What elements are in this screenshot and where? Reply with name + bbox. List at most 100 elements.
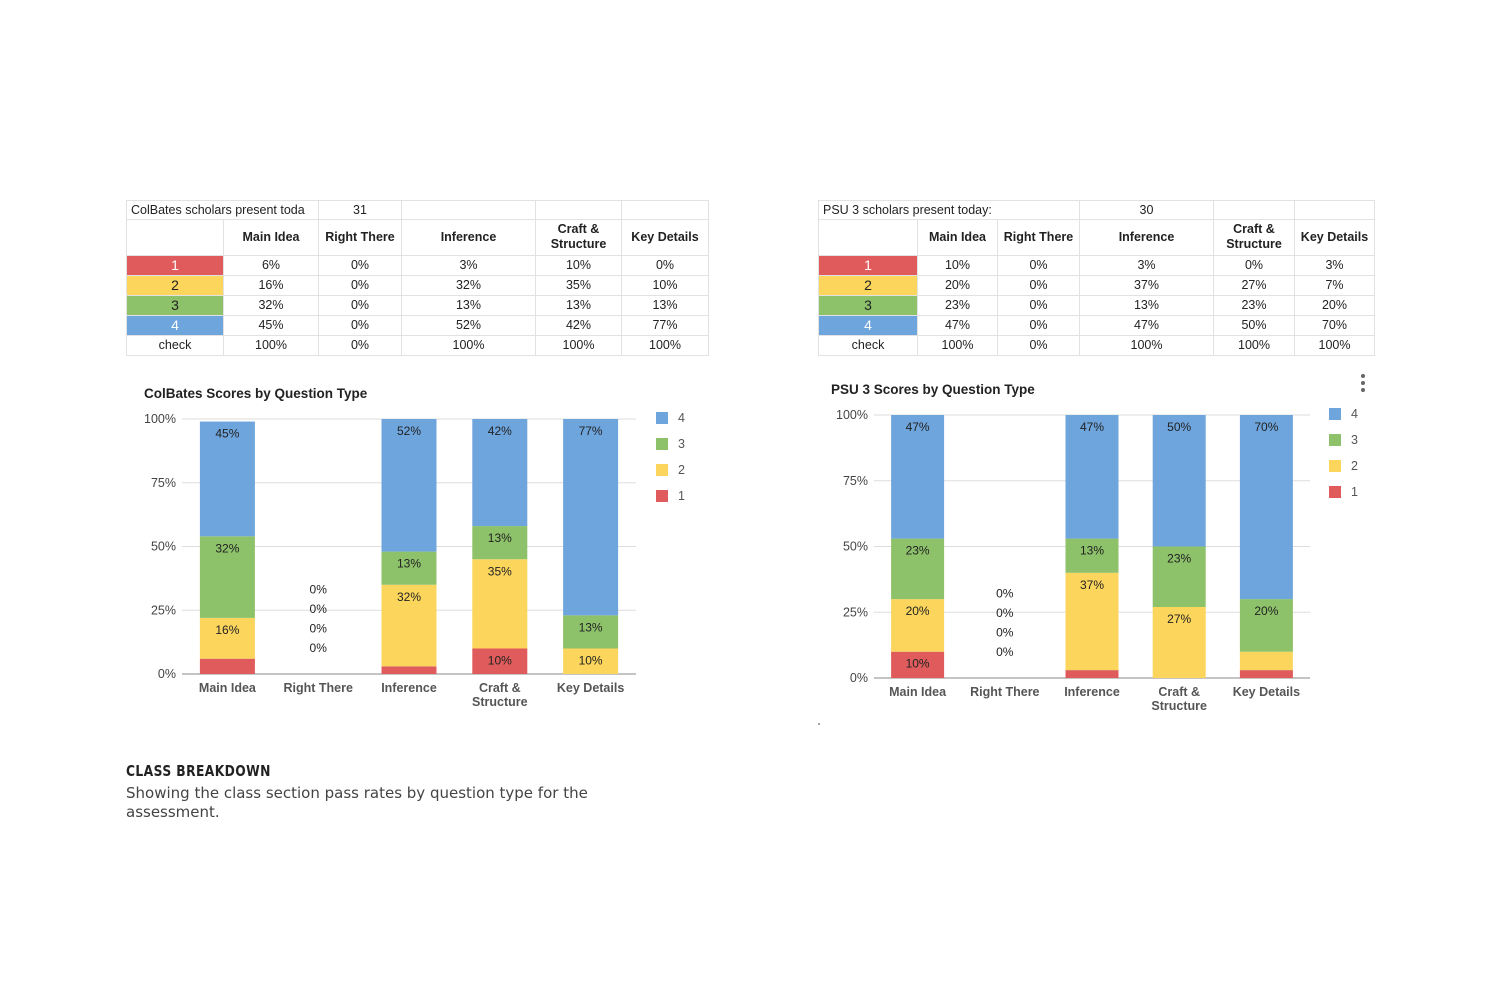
data-label: 23%: [1167, 552, 1191, 566]
psu3-panel: PSU 3 scholars present today: 30 Main Id…: [818, 180, 1378, 730]
bar-segment: [1065, 670, 1119, 678]
legend-swatch: [1329, 434, 1341, 446]
table-cell: 13%: [1079, 294, 1214, 316]
data-label: 0%: [996, 645, 1014, 659]
header-craft-structure: Craft & Structure: [1213, 218, 1295, 256]
y-tick-label: 25%: [151, 603, 176, 617]
table-cell: 3%: [1079, 254, 1214, 276]
data-label: 35%: [488, 564, 512, 578]
data-label: 0%: [996, 626, 1014, 640]
table-cell: 45%: [223, 314, 319, 336]
table-cell: 100%: [621, 334, 709, 356]
table-cell: 3%: [401, 254, 536, 276]
category-label: Main Idea: [199, 681, 257, 695]
bar-segment: [1239, 599, 1293, 652]
data-label: 37%: [1080, 578, 1104, 592]
colbates-panel: ColBates scholars present toda 31 Main I…: [126, 180, 711, 730]
bar-segment: [199, 421, 255, 537]
table-cell: 100%: [535, 334, 622, 356]
bar-segment: [199, 658, 255, 674]
chart-title: PSU 3 Scores by Question Type: [831, 382, 1035, 397]
table-cell: 52%: [401, 314, 536, 336]
bar-segment: [381, 419, 437, 552]
table-cell: 10%: [621, 274, 709, 296]
table-cell: 32%: [223, 294, 319, 316]
data-label: 0%: [996, 587, 1014, 601]
y-tick-label: 50%: [151, 540, 176, 554]
bar-segment: [1239, 651, 1293, 671]
legend-swatch: [1329, 460, 1341, 472]
category-label: Inference: [1064, 685, 1120, 699]
table-cell: 0%: [318, 314, 402, 336]
table-cell: 23%: [1213, 294, 1295, 316]
table-cell: 0%: [997, 314, 1080, 336]
level-4-label: 4: [818, 314, 918, 336]
check-label: check: [818, 334, 918, 356]
legend-label: 2: [678, 463, 685, 477]
table-cell: 10%: [917, 254, 998, 276]
table-cell: 20%: [1294, 294, 1375, 316]
header-inference: Inference: [1079, 218, 1214, 256]
level-2-label: 2: [818, 274, 918, 296]
data-label: 50%: [1167, 420, 1191, 434]
bar-segment: [1239, 670, 1293, 678]
data-label: 20%: [1254, 604, 1278, 618]
bar-segment: [1065, 538, 1119, 573]
header-key-details: Key Details: [1294, 218, 1375, 256]
table-cell: 35%: [535, 274, 622, 296]
more-vert-icon[interactable]: [1358, 372, 1368, 396]
table-cell: 100%: [1294, 334, 1375, 356]
table-cell: 23%: [917, 294, 998, 316]
data-label: 13%: [397, 557, 421, 571]
bar-segment: [563, 648, 619, 674]
header-craft-structure: Craft & Structure: [535, 218, 622, 256]
table-row: 3 32% 0% 13% 13% 13%: [126, 294, 709, 316]
psu3-stacked-bar-chart: PSU 3 Scores by Question Type 0% 25% 50% 75%…: [831, 382, 1358, 713]
data-label: 0%: [310, 602, 328, 616]
category-label: Craft &: [479, 681, 521, 695]
data-label: 47%: [1080, 420, 1104, 434]
table-cell: 0%: [997, 334, 1080, 356]
bar-segment: [1239, 415, 1293, 600]
data-label: 32%: [215, 541, 239, 555]
legend-swatch: [656, 464, 668, 476]
present-label: ColBates scholars present toda: [126, 199, 319, 220]
bar-segment: [563, 419, 619, 616]
caption: CLASS BREAKDOWN Showing the class sectio…: [126, 762, 646, 822]
data-label: 13%: [1080, 544, 1104, 558]
category-label: Right There: [283, 681, 352, 695]
table-row: check 100% 0% 100% 100% 100%: [818, 334, 1375, 356]
table-cell: 0%: [318, 274, 402, 296]
bar-segment: [1152, 415, 1206, 547]
bar-segment: [472, 648, 528, 674]
header-main-idea: Main Idea: [917, 218, 998, 256]
data-label: 16%: [215, 623, 239, 637]
legend-label: 1: [678, 489, 685, 503]
colbates-stacked-bar-chart: ColBates Scores by Question Type 0% 25% 50%…: [144, 386, 685, 709]
table-cell: 7%: [1294, 274, 1375, 296]
table-cell: 77%: [621, 314, 709, 336]
table-cell: 0%: [318, 334, 402, 356]
check-label: check: [126, 334, 224, 356]
data-label: 45%: [215, 427, 239, 441]
bar-segment: [1065, 415, 1119, 539]
table-cell: 32%: [401, 274, 536, 296]
legend-label: 4: [1351, 407, 1358, 421]
y-tick-label: 50%: [843, 540, 868, 554]
data-label: 77%: [579, 424, 603, 438]
stray-dot: [818, 723, 820, 725]
level-1-label: 1: [126, 254, 224, 276]
bar-segment: [381, 666, 437, 674]
legend-label: 2: [1351, 459, 1358, 473]
data-label: 70%: [1254, 420, 1278, 434]
table-cell: 0%: [318, 254, 402, 276]
header-key-details: Key Details: [621, 218, 709, 256]
category-label: Craft &: [1158, 685, 1200, 699]
table-row: check 100% 0% 100% 100% 100%: [126, 334, 709, 356]
legend-label: 1: [1351, 485, 1358, 499]
bar-segment: [891, 599, 945, 652]
legend-swatch: [656, 412, 668, 424]
data-label: 32%: [397, 590, 421, 604]
legend-label: 3: [1351, 433, 1358, 447]
table-cell: 100%: [401, 334, 536, 356]
